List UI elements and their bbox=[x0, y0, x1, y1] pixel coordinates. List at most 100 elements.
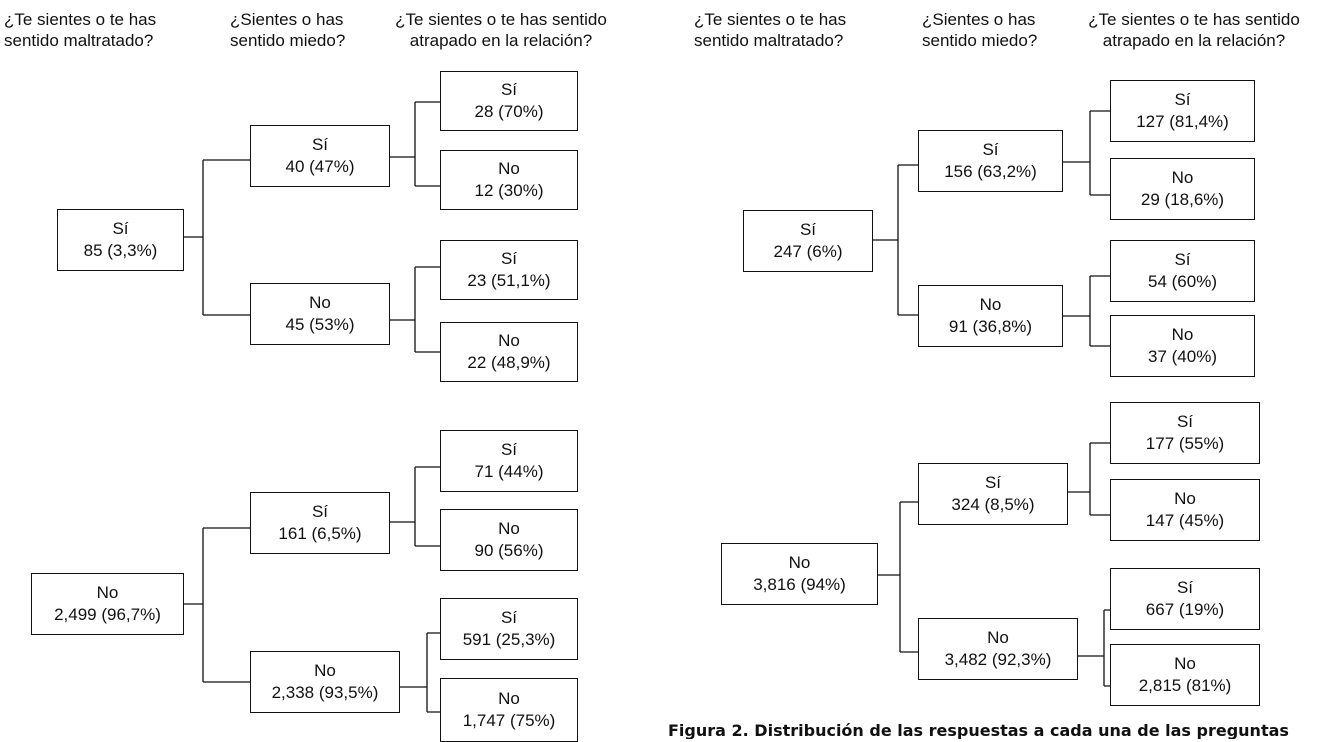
node-value: 324 (8,5%) bbox=[951, 495, 1035, 514]
header-line: sentido miedo? bbox=[922, 31, 1038, 50]
left-header-mistreated: ¿Te sientes o te has sentido maltratado? bbox=[4, 9, 156, 51]
header-line: atrapado en la relación? bbox=[1102, 31, 1286, 50]
node-value: 3,482 (92,3%) bbox=[944, 650, 1052, 669]
header-line: sentido maltratado? bbox=[694, 31, 844, 50]
connector bbox=[400, 632, 440, 713]
left-trapped-yes-node: Sí 71 (44%) bbox=[440, 430, 578, 492]
node-label: No bbox=[1174, 654, 1196, 673]
left-mistreated-no-node: No 2,499 (96,7%) bbox=[31, 573, 184, 635]
node-label: Sí bbox=[311, 502, 329, 521]
node-label: No bbox=[498, 689, 520, 708]
right-trapped-yes-node: Sí 667 (19%) bbox=[1110, 568, 1260, 630]
node-value: 85 (3,3%) bbox=[83, 241, 158, 260]
right-trapped-no-node: No 2,815 (81%) bbox=[1110, 644, 1260, 706]
node-label: Sí bbox=[500, 80, 518, 99]
node-value: 127 (81,4%) bbox=[1136, 112, 1229, 131]
header-line: ¿Te sientes o te has sentido bbox=[1088, 10, 1300, 29]
figure-caption: Figura 2. Distribución de las respuestas… bbox=[668, 721, 1289, 739]
node-value: 247 (6%) bbox=[773, 242, 843, 261]
node-value: 28 (70%) bbox=[474, 102, 544, 121]
node-label: No bbox=[498, 519, 520, 538]
node-value: 12 (30%) bbox=[474, 181, 544, 200]
connector bbox=[390, 101, 440, 187]
left-trapped-no-node: No 90 (56%) bbox=[440, 509, 578, 571]
node-label: No bbox=[309, 293, 331, 312]
right-trapped-no-node: No 29 (18,6%) bbox=[1110, 158, 1255, 220]
connector bbox=[873, 164, 918, 316]
node-label: No bbox=[498, 331, 520, 350]
node-value: 45 (53%) bbox=[285, 315, 355, 334]
right-header-mistreated: ¿Te sientes o te has sentido maltratado? bbox=[694, 9, 846, 51]
node-label: No bbox=[498, 159, 520, 178]
node-value: 90 (56%) bbox=[474, 541, 544, 560]
header-line: atrapado en la relación? bbox=[409, 31, 593, 50]
left-trapped-yes-node: Sí 591 (25,3%) bbox=[440, 598, 578, 660]
node-label: Sí bbox=[1174, 90, 1191, 109]
left-trapped-no-node: No 22 (48,9%) bbox=[440, 322, 578, 382]
node-label: No bbox=[1171, 325, 1194, 344]
connector bbox=[184, 527, 250, 683]
right-header-fear: ¿Sientes o has sentido miedo? bbox=[922, 9, 1037, 51]
right-trapped-yes-node: Sí 127 (81,4%) bbox=[1110, 80, 1255, 142]
right-trapped-no-node: No 37 (40%) bbox=[1110, 315, 1255, 377]
node-label: No bbox=[987, 628, 1009, 647]
left-header-trapped: ¿Te sientes o te has sentido atrapado en… bbox=[378, 9, 624, 51]
connector bbox=[390, 266, 440, 353]
connector bbox=[1063, 110, 1110, 196]
node-label: Sí bbox=[1176, 412, 1194, 431]
left-fear-no-node: No 2,338 (93,5%) bbox=[250, 651, 400, 713]
node-value: 3,816 (94%) bbox=[753, 575, 846, 594]
right-trapped-yes-node: Sí 54 (60%) bbox=[1110, 240, 1255, 302]
node-label: Sí bbox=[982, 140, 999, 159]
header-line: ¿Sientes o has bbox=[230, 10, 344, 29]
node-label: Sí bbox=[112, 219, 129, 238]
left-fear-yes-node: Sí 161 (6,5%) bbox=[250, 492, 390, 554]
node-label: No bbox=[96, 583, 119, 602]
node-label: No bbox=[788, 553, 811, 572]
right-mistreated-yes-node: Sí 247 (6%) bbox=[743, 210, 873, 272]
header-line: sentido miedo? bbox=[230, 31, 346, 50]
node-label: No bbox=[1174, 489, 1196, 508]
connector bbox=[878, 501, 918, 653]
left-trapped-yes-node: Sí 28 (70%) bbox=[440, 71, 578, 131]
left-header-fear: ¿Sientes o has sentido miedo? bbox=[230, 9, 345, 51]
header-line: ¿Te sientes o te has bbox=[4, 10, 157, 29]
right-trapped-yes-node: Sí 177 (55%) bbox=[1110, 402, 1260, 464]
node-value: 591 (25,3%) bbox=[462, 630, 556, 649]
node-value: 91 (36,8%) bbox=[948, 317, 1033, 336]
node-value: 37 (40%) bbox=[1148, 347, 1217, 366]
header-line: ¿Te sientes o te has sentido bbox=[395, 10, 607, 29]
node-value: 71 (44%) bbox=[474, 462, 544, 481]
left-fear-no-node: No 45 (53%) bbox=[250, 283, 390, 345]
node-label: Sí bbox=[1174, 250, 1191, 269]
header-line: ¿Te sientes o te has bbox=[694, 10, 847, 29]
node-label: No bbox=[979, 295, 1002, 314]
node-label: Sí bbox=[1176, 578, 1194, 597]
right-fear-no-node: No 3,482 (92,3%) bbox=[918, 618, 1078, 680]
node-value: 23 (51,1%) bbox=[467, 271, 551, 290]
node-value: 177 (55%) bbox=[1145, 434, 1225, 453]
right-trapped-no-node: No 147 (45%) bbox=[1110, 479, 1260, 541]
right-fear-yes-node: Sí 156 (63,2%) bbox=[918, 130, 1063, 192]
node-value: 147 (45%) bbox=[1145, 511, 1225, 530]
node-label: Sí bbox=[311, 135, 329, 154]
right-mistreated-no-node: No 3,816 (94%) bbox=[721, 543, 878, 605]
connector bbox=[390, 466, 440, 547]
left-trapped-yes-node: Sí 23 (51,1%) bbox=[440, 240, 578, 300]
node-value: 161 (6,5%) bbox=[278, 524, 362, 543]
node-value: 54 (60%) bbox=[1148, 272, 1217, 291]
header-line: sentido maltratado? bbox=[4, 31, 154, 50]
connector bbox=[1078, 609, 1110, 687]
node-value: 22 (48,9%) bbox=[467, 353, 551, 372]
header-line: ¿Sientes o has bbox=[922, 10, 1036, 29]
node-label: Sí bbox=[984, 473, 1002, 492]
node-label: No bbox=[1171, 168, 1194, 187]
connector bbox=[1063, 275, 1110, 347]
node-label: No bbox=[314, 661, 336, 680]
node-value: 667 (19%) bbox=[1145, 600, 1225, 619]
node-value: 1,747 (75%) bbox=[462, 711, 556, 730]
left-mistreated-yes-node: Sí 85 (3,3%) bbox=[57, 209, 184, 271]
node-value: 2,815 (81%) bbox=[1138, 676, 1232, 695]
right-fear-yes-node: Sí 324 (8,5%) bbox=[918, 463, 1068, 525]
